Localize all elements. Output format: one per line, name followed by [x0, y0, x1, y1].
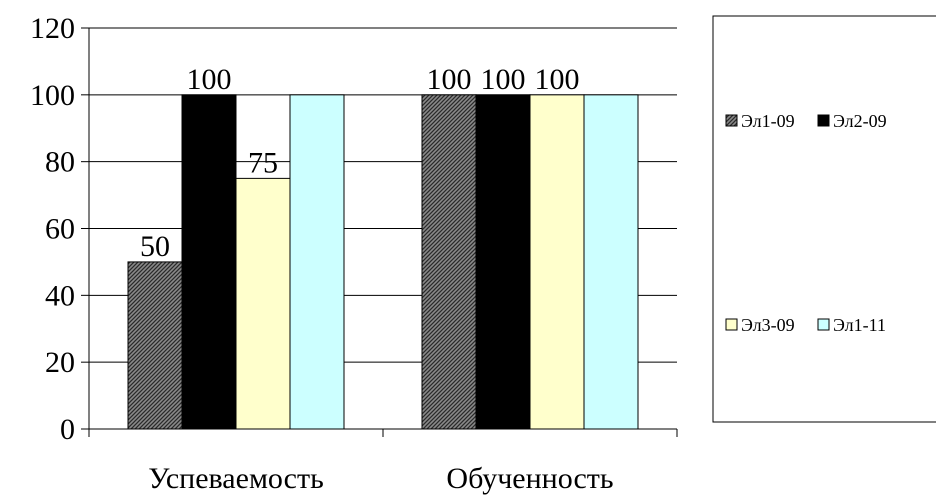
bars [127, 94, 639, 430]
legend-label: Эл1-11 [833, 315, 886, 335]
axes [81, 27, 678, 437]
y-tick-label: 60 [45, 213, 75, 246]
y-tick-label: 20 [45, 346, 75, 379]
y-tick-label: 80 [45, 146, 75, 179]
data-label: 100 [187, 63, 232, 96]
legend-swatch [817, 114, 830, 127]
data-label: 75 [248, 146, 278, 179]
legend-swatch [725, 318, 738, 331]
bar-Эл2-09-Успеваемость [181, 94, 237, 430]
legend-swatch [817, 318, 830, 331]
bar-Эл1-11-Успеваемость [289, 94, 345, 430]
legend-box [712, 15, 936, 423]
data-label: 100 [535, 63, 580, 96]
legend-swatch [725, 114, 738, 127]
bar-Эл1-11-Обученность [583, 94, 639, 430]
legend: Эл1-09 Эл2-09 Эл3-09 Эл1-11 [712, 15, 936, 423]
y-tick-label: 120 [30, 12, 75, 45]
data-label: 50 [140, 230, 170, 263]
bar-Эл3-09-Обученность [529, 94, 585, 430]
legend-label: Эл2-09 [833, 111, 887, 131]
bar-Эл2-09-Обученность [475, 94, 531, 430]
labels: 0 20 40 60 80 100 120 50 100 75 Успеваемость 100 100… [30, 12, 614, 495]
legend-label: Эл3-09 [741, 315, 795, 335]
y-tick-label: 40 [45, 279, 75, 312]
data-label: 100 [481, 63, 526, 96]
bar-Эл1-09-Успеваемость [127, 261, 183, 430]
legend-label: Эл1-09 [741, 111, 795, 131]
data-label: 100 [427, 63, 472, 96]
y-tick-label: 0 [60, 413, 75, 446]
bar-Эл1-09-Обученность [421, 94, 477, 430]
y-tick-label: 100 [30, 79, 75, 112]
bar-Эл3-09-Успеваемость [235, 177, 291, 430]
x-category-label: Обученность [446, 462, 613, 495]
x-category-label: Успеваемость [148, 462, 324, 495]
